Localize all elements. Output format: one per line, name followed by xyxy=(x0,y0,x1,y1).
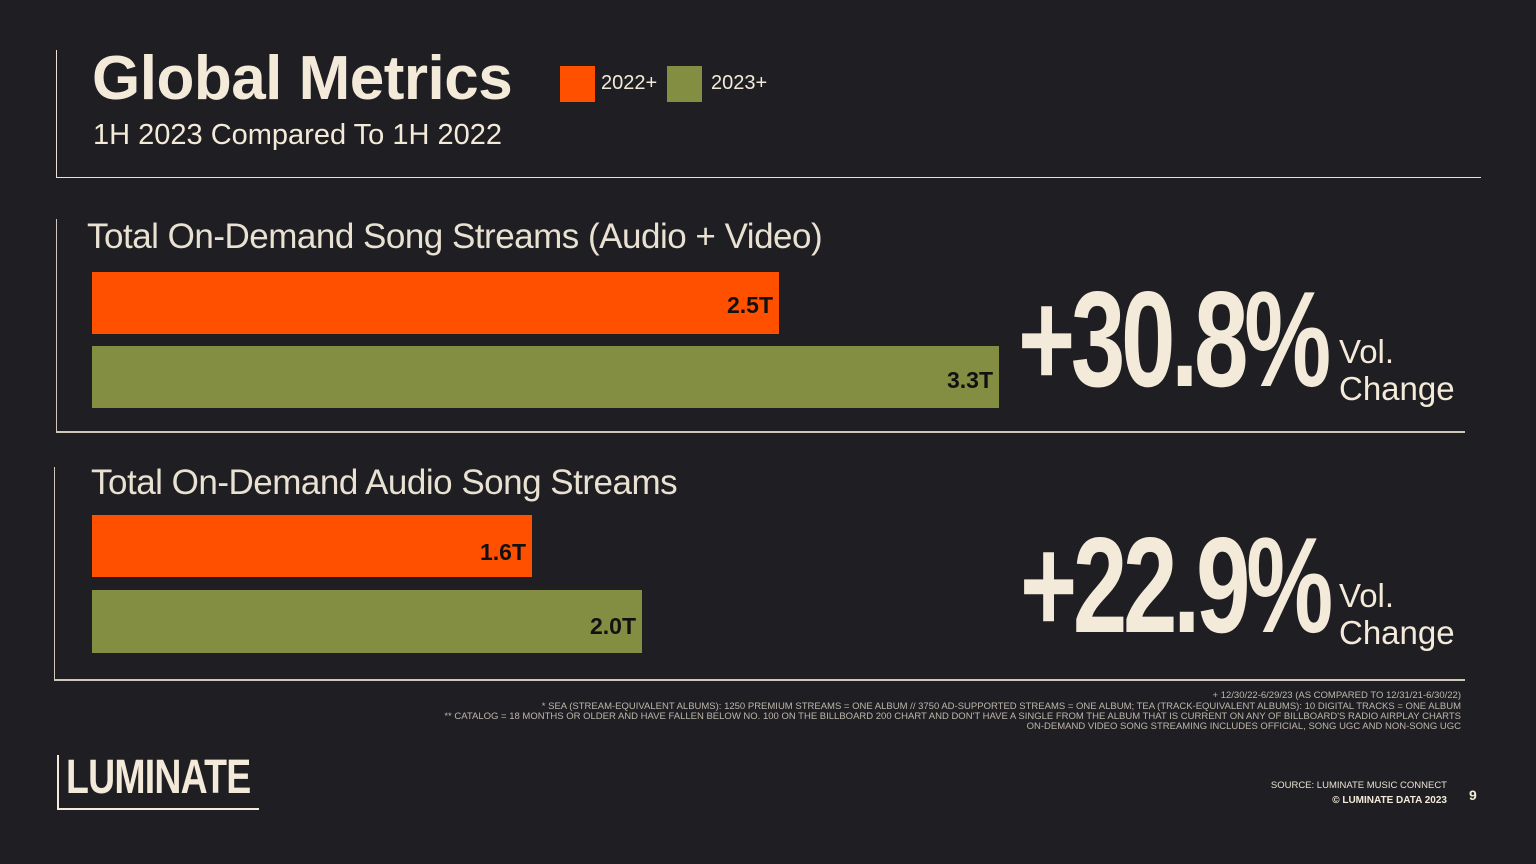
footnote-date-range: + 12/30/22-6/29/23 (AS COMPARED TO 12/31… xyxy=(1212,690,1461,701)
legend-swatch-2023 xyxy=(667,66,702,102)
luminate-logo-frame xyxy=(57,755,259,810)
footnote-video-streaming: ON-DEMAND VIDEO SONG STREAMING INCLUDES … xyxy=(1026,721,1461,732)
page-subtitle: 1H 2023 Compared To 1H 2022 xyxy=(93,119,502,151)
chart-panel-total-streams xyxy=(56,219,1465,433)
luminate-logo: LUMINATE xyxy=(66,751,251,804)
legend-label-2023: 2023+ xyxy=(711,72,768,94)
source-text: SOURCE: LUMINATE MUSIC CONNECT xyxy=(1270,780,1447,791)
chart-title-total-streams: Total On-Demand Song Streams (Audio + Vi… xyxy=(87,217,823,256)
copyright-text: © LUMINATE DATA 2023 xyxy=(1332,795,1447,806)
legend-swatch-2022 xyxy=(560,66,595,102)
header-frame xyxy=(56,50,1481,178)
bar-total-streams-2023 xyxy=(92,346,999,408)
bar-audio-streams-2022 xyxy=(92,515,532,577)
page-number: 9 xyxy=(1469,787,1477,803)
bar-label-audio-streams-2022: 1.6T xyxy=(479,539,526,565)
change-label-change-2: Change xyxy=(1339,614,1455,651)
bar-audio-streams-2023 xyxy=(92,590,642,653)
bar-label-total-streams-2023: 3.3T xyxy=(946,367,993,393)
footnote-sea-tea: * SEA (STREAM-EQUIVALENT ALBUMS): 1250 P… xyxy=(541,701,1461,712)
change-percent-total-streams: +30.8% xyxy=(1018,263,1331,415)
bar-group-audio-streams: 1.6T 2.0T xyxy=(92,515,999,653)
bar-label-audio-streams-2023: 2.0T xyxy=(589,613,636,639)
bar-group-total-streams: 2.5T 3.3T xyxy=(92,272,999,409)
chart-title-audio-streams: Total On-Demand Audio Song Streams xyxy=(91,463,678,502)
legend-label-2022: 2022+ xyxy=(601,72,658,94)
change-label-vol-2: Vol. xyxy=(1339,577,1395,614)
change-label-vol-1: Vol. xyxy=(1339,333,1395,370)
change-label-change-1: Change xyxy=(1339,370,1455,407)
footnote-catalog: ** CATALOG = 18 MONTHS OR OLDER AND HAVE… xyxy=(444,711,1461,722)
change-percent-audio-streams: +22.9% xyxy=(1020,509,1333,661)
page-title: Global Metrics xyxy=(92,44,513,113)
bar-total-streams-2022 xyxy=(92,272,779,334)
chart-panel-audio-streams xyxy=(54,467,1465,681)
bar-label-total-streams-2022: 2.5T xyxy=(726,292,773,318)
